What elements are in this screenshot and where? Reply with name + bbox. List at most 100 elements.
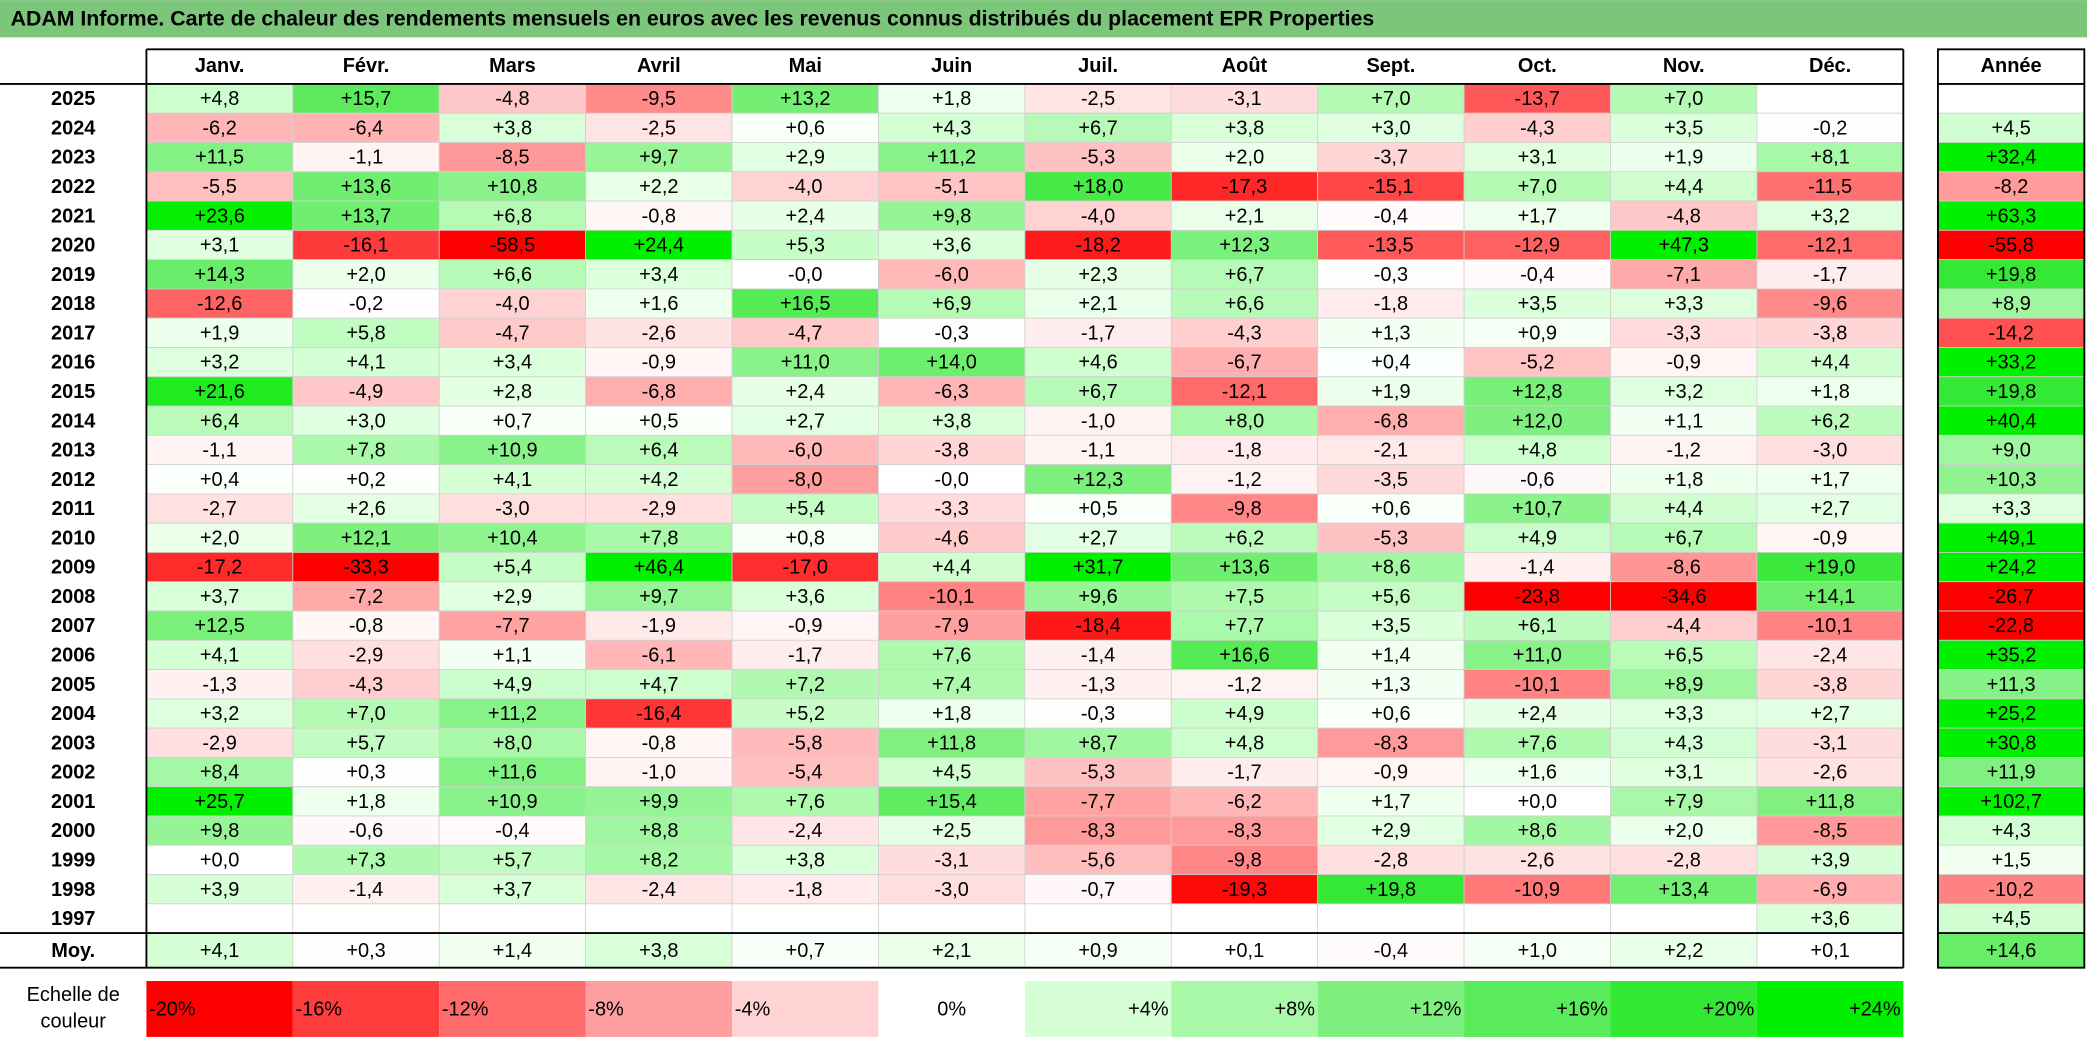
cell [1610, 815, 1758, 846]
cell [438, 844, 587, 875]
cell [292, 874, 440, 905]
cell-value: +30,8 [1986, 732, 2037, 754]
cell [878, 669, 1026, 700]
cell-value: +2,7 [1810, 498, 1849, 520]
legend-item-label: +12% [1410, 999, 1462, 1021]
cell [1170, 581, 1319, 612]
cell-value: +1,9 [1664, 147, 1703, 169]
legend-item-label: -8% [588, 999, 624, 1021]
cell-value: +3,8 [639, 940, 678, 962]
cell-value: -1,2 [1227, 469, 1261, 491]
cell-value: +0,9 [1078, 940, 1117, 962]
column-header: Mai [789, 55, 822, 77]
cell-value: -10,1 [1515, 674, 1560, 696]
cell [731, 434, 879, 465]
cell-value: +7,0 [1664, 88, 1703, 110]
cell-value: -2,6 [1813, 762, 1847, 784]
cell [1610, 171, 1758, 202]
cell-value: +6,1 [1518, 615, 1557, 637]
cell [1463, 727, 1611, 758]
cell-value: -3,0 [1813, 440, 1847, 462]
cell [731, 815, 879, 846]
cell [438, 874, 587, 905]
cell-value: -3,0 [495, 498, 529, 520]
row-label: 1997 [51, 908, 95, 930]
cell-value: +14,0 [926, 352, 976, 374]
cell-value: +7,6 [786, 791, 825, 813]
cell [1317, 376, 1465, 407]
cell-value: -1,4 [349, 879, 383, 901]
cell-value: -58,5 [490, 235, 535, 257]
cell-value: -5,3 [1081, 762, 1115, 784]
cell-value: +0,8 [786, 527, 825, 549]
cell-value: +7,9 [1664, 791, 1703, 813]
cell [1317, 932, 1465, 969]
cell-value: +19,0 [1805, 557, 1856, 579]
cell-value: +5,4 [493, 557, 532, 579]
cell [146, 581, 294, 612]
cell [1170, 493, 1319, 524]
cell [731, 493, 879, 524]
cell [1170, 874, 1319, 905]
cell-value: +1,4 [1371, 645, 1410, 667]
cell-value: +2,4 [786, 205, 825, 227]
cell-value: +3,4 [493, 352, 532, 374]
cell-value: +3,5 [1664, 117, 1703, 139]
column-header: Année [1981, 55, 2042, 77]
cell-value: -6,8 [642, 381, 676, 403]
cell-value: -5,5 [202, 176, 236, 198]
cell [146, 903, 294, 934]
cell-value: -4,7 [788, 322, 822, 344]
cell [1024, 639, 1172, 670]
cell [1756, 83, 1904, 114]
cell [1463, 493, 1611, 524]
cell-value: -7,2 [349, 586, 383, 608]
cell [878, 259, 1026, 290]
row-label: 1998 [51, 879, 95, 901]
cell-value: +4,9 [1518, 527, 1557, 549]
cell [878, 903, 1026, 934]
cell-value: +6,4 [639, 440, 678, 462]
cell [1756, 815, 1904, 846]
cell [1937, 200, 2085, 231]
cell-value: -0,6 [349, 820, 383, 842]
cell [438, 288, 587, 319]
cell [1463, 171, 1611, 202]
cell [585, 229, 733, 261]
cell-value: +7,0 [1518, 176, 1557, 198]
cell [878, 112, 1026, 143]
cell-value: -3,0 [934, 879, 968, 901]
cell [146, 639, 294, 670]
cell-value: +15,4 [926, 791, 976, 813]
cell [292, 552, 440, 583]
cell-value: +11,2 [488, 703, 537, 725]
cell-value: +1,3 [1371, 322, 1410, 344]
cell [731, 200, 879, 231]
cell [1937, 434, 2085, 465]
cell [585, 639, 733, 670]
cell-value: -26,7 [1988, 586, 2033, 608]
cell [1463, 610, 1611, 641]
cell-value: -10,1 [1807, 615, 1852, 637]
cell-value: -10,1 [929, 586, 974, 608]
cell [1170, 727, 1319, 758]
cell-value: -0,9 [642, 352, 676, 374]
cell-value: +4,5 [1991, 908, 2030, 930]
cell-value: -5,3 [1081, 147, 1115, 169]
cell [1170, 112, 1319, 143]
cell-value: +15,7 [341, 88, 392, 110]
cell [1756, 786, 1904, 817]
cell [1170, 200, 1319, 231]
cell-value: -0,3 [1374, 264, 1408, 286]
column-header: Janv. [195, 55, 245, 77]
cell [878, 639, 1026, 670]
cell [1024, 288, 1172, 319]
cell [1317, 464, 1465, 495]
cell [1756, 844, 1904, 875]
cell [1317, 552, 1465, 583]
cell [1756, 669, 1904, 700]
cell [1317, 171, 1465, 202]
cell-value: +102,7 [1980, 791, 2042, 813]
row-label: 2018 [51, 293, 95, 315]
cell-value: -8,6 [1667, 557, 1701, 579]
